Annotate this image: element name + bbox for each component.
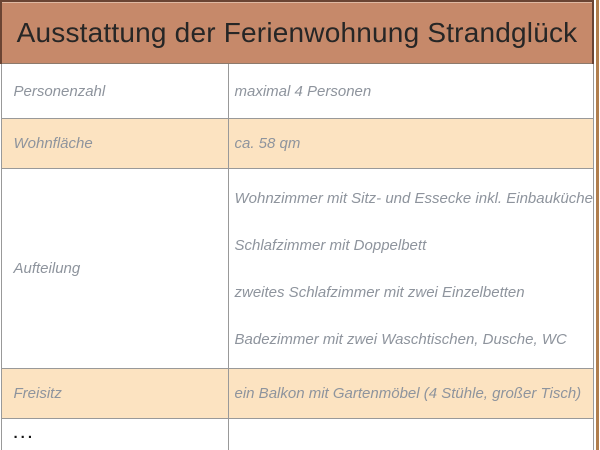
row-label-personenzahl: Personenzahl — [0, 63, 229, 119]
table-row-wohnflaeche: Wohnfläche ca. 58 qm — [0, 118, 594, 169]
table-header-row: Ausstattung der Ferienwohnung Strandglüc… — [0, 0, 595, 64]
table-row-freisitz: Freisitz ein Balkon mit Gartenmöbel (4 S… — [0, 368, 594, 419]
row-value-empty — [227, 418, 594, 450]
table-row-aufteilung: Aufteilung Wohnzimmer mit Sitz- und Esse… — [0, 168, 594, 369]
row-label-ellipsis: ... — [0, 418, 229, 450]
row-label-freisitz: Freisitz — [0, 368, 229, 419]
page-right-edge-line — [596, 0, 599, 450]
aufteilung-line-wohnzimmer: Wohnzimmer mit Sitz- und Essecke inkl. E… — [234, 189, 593, 207]
row-value-personenzahl: maximal 4 Personen — [227, 63, 594, 119]
table-row-personenzahl: Personenzahl maximal 4 Personen — [0, 63, 594, 119]
aufteilung-line-badezimmer: Badezimmer mit zwei Waschtischen, Dusche… — [234, 330, 567, 348]
aufteilung-line-zweites-schlafzimmer: zweites Schlafzimmer mit zwei Einzelbett… — [234, 283, 525, 301]
aufteilung-line-schlafzimmer: Schlafzimmer mit Doppelbett — [234, 236, 427, 254]
row-label-wohnflaeche: Wohnfläche — [0, 118, 229, 169]
page-title: Ausstattung der Ferienwohnung Strandglüc… — [0, 0, 595, 64]
row-value-freisitz: ein Balkon mit Gartenmöbel (4 Stühle, gr… — [227, 368, 594, 419]
row-label-aufteilung: Aufteilung — [0, 168, 229, 369]
table-row-truncated: ... — [0, 418, 594, 450]
row-value-aufteilung: Wohnzimmer mit Sitz- und Essecke inkl. E… — [227, 168, 594, 369]
row-value-wohnflaeche: ca. 58 qm — [227, 118, 594, 169]
